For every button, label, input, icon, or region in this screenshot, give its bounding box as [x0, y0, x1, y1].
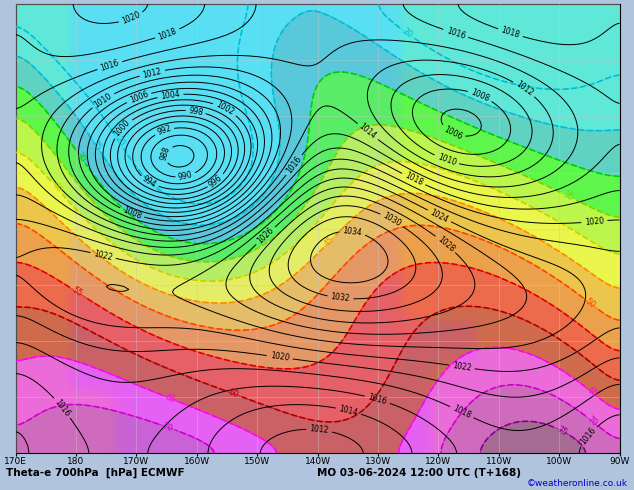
Text: 1002: 1002	[214, 100, 236, 117]
Text: 1012: 1012	[309, 424, 329, 436]
Text: 1016: 1016	[445, 26, 466, 41]
Text: 1020: 1020	[269, 351, 290, 363]
Text: 1012: 1012	[514, 80, 534, 98]
Text: MO 03-06-2024 12:00 UTC (T+168): MO 03-06-2024 12:00 UTC (T+168)	[317, 468, 521, 478]
Text: 1014: 1014	[358, 122, 378, 141]
Text: 1014: 1014	[338, 404, 359, 417]
Text: 1028: 1028	[436, 235, 456, 254]
Text: 65: 65	[585, 386, 599, 399]
Text: 1018: 1018	[500, 25, 521, 40]
Text: 1010: 1010	[93, 91, 113, 109]
Text: 996: 996	[207, 173, 224, 189]
Text: 1024: 1024	[429, 207, 450, 224]
Text: Theta-e 700hPa  [hPa] ECMWF: Theta-e 700hPa [hPa] ECMWF	[6, 467, 185, 478]
Text: 1008: 1008	[121, 205, 143, 221]
Text: 998: 998	[188, 106, 204, 117]
Text: 25: 25	[89, 139, 103, 152]
Text: 70: 70	[161, 421, 174, 433]
Text: ©weatheronline.co.uk: ©weatheronline.co.uk	[527, 479, 628, 488]
Text: 1008: 1008	[469, 88, 491, 103]
Text: 50: 50	[584, 296, 597, 310]
Text: 60: 60	[227, 388, 240, 400]
Text: 40: 40	[49, 181, 63, 195]
Text: 1022: 1022	[93, 249, 113, 262]
Text: 30: 30	[74, 150, 87, 164]
Text: 1018: 1018	[451, 404, 472, 420]
Text: 1010: 1010	[436, 152, 457, 168]
Text: 1016: 1016	[99, 58, 120, 73]
Text: 1016: 1016	[285, 155, 304, 175]
Text: 1034: 1034	[342, 226, 363, 237]
Text: 45: 45	[323, 234, 337, 248]
Text: 1032: 1032	[330, 293, 351, 304]
Text: 1006: 1006	[128, 90, 150, 105]
Text: 1000: 1000	[112, 118, 133, 139]
Text: 1016: 1016	[53, 397, 72, 418]
Text: 1026: 1026	[256, 226, 276, 245]
Text: 994: 994	[141, 174, 158, 190]
Text: 35: 35	[561, 190, 575, 202]
Text: 1030: 1030	[381, 211, 403, 229]
Text: 1022: 1022	[451, 361, 472, 373]
Text: 55: 55	[70, 286, 84, 299]
Text: 1018: 1018	[157, 26, 178, 41]
Text: 1018: 1018	[403, 171, 424, 188]
Text: 990: 990	[178, 171, 193, 182]
Text: 70: 70	[585, 415, 599, 428]
Text: 75: 75	[555, 424, 569, 438]
Text: 1020: 1020	[585, 216, 604, 227]
Text: 988: 988	[159, 146, 172, 162]
Text: 65: 65	[164, 392, 177, 405]
Text: 1016: 1016	[367, 392, 388, 407]
Text: 1016: 1016	[579, 426, 598, 446]
Text: 20: 20	[400, 26, 414, 40]
Text: 1020: 1020	[120, 10, 142, 26]
Text: 20: 20	[112, 134, 126, 148]
Text: 1004: 1004	[160, 90, 181, 101]
Text: 1012: 1012	[142, 66, 162, 79]
Text: 992: 992	[156, 124, 172, 137]
Text: 1006: 1006	[442, 124, 463, 142]
